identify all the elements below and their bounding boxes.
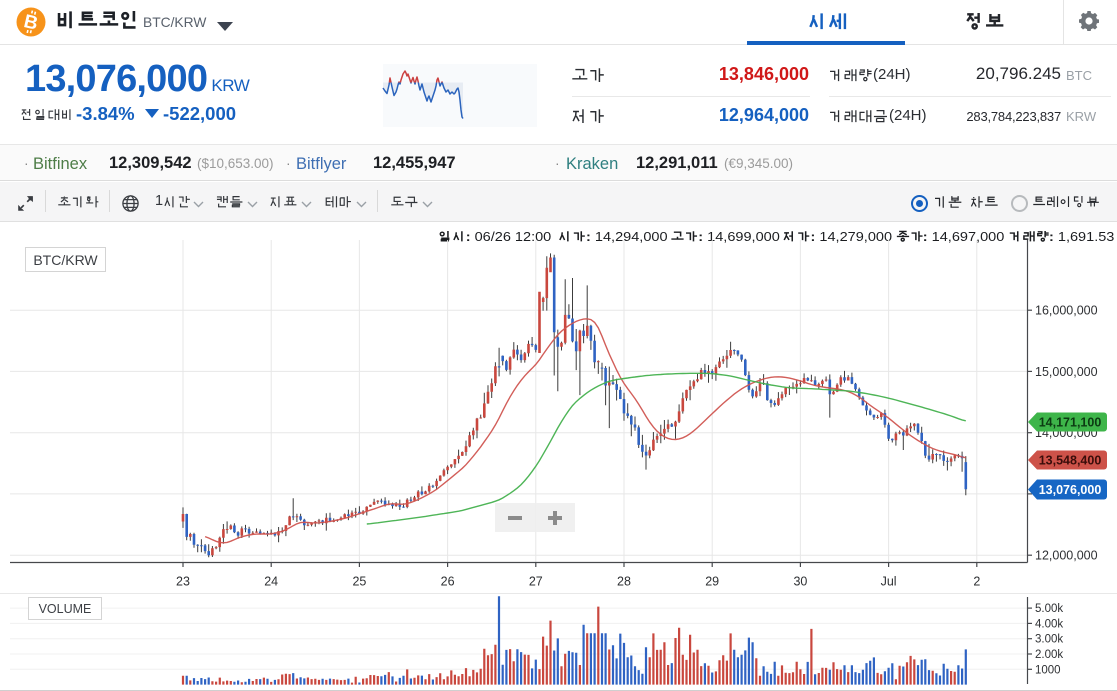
- svg-text:26: 26: [441, 575, 455, 589]
- svg-text:30: 30: [793, 575, 807, 589]
- svg-text:2.00k: 2.00k: [1035, 649, 1063, 661]
- svg-text:3.00k: 3.00k: [1035, 634, 1063, 646]
- svg-text:15,000,000: 15,000,000: [1035, 365, 1098, 379]
- svg-text:13,076,000: 13,076,000: [1039, 483, 1102, 497]
- svg-text:23: 23: [176, 575, 190, 589]
- svg-text:24: 24: [264, 575, 278, 589]
- svg-text:5.00k: 5.00k: [1035, 603, 1063, 615]
- svg-text:16,000,000: 16,000,000: [1035, 304, 1098, 318]
- svg-text:14,171,100: 14,171,100: [1039, 415, 1102, 429]
- svg-text:27: 27: [529, 575, 543, 589]
- svg-text:Jul: Jul: [881, 575, 897, 589]
- svg-text:1000: 1000: [1035, 664, 1061, 676]
- svg-text:12,000,000: 12,000,000: [1035, 549, 1098, 563]
- svg-text:29: 29: [705, 575, 719, 589]
- svg-text:2: 2: [973, 575, 980, 589]
- svg-text:13,548,400: 13,548,400: [1039, 453, 1102, 467]
- svg-text:4.00k: 4.00k: [1035, 618, 1063, 630]
- svg-text:B: B: [22, 11, 40, 35]
- svg-text:25: 25: [352, 575, 366, 589]
- svg-text:28: 28: [617, 575, 631, 589]
